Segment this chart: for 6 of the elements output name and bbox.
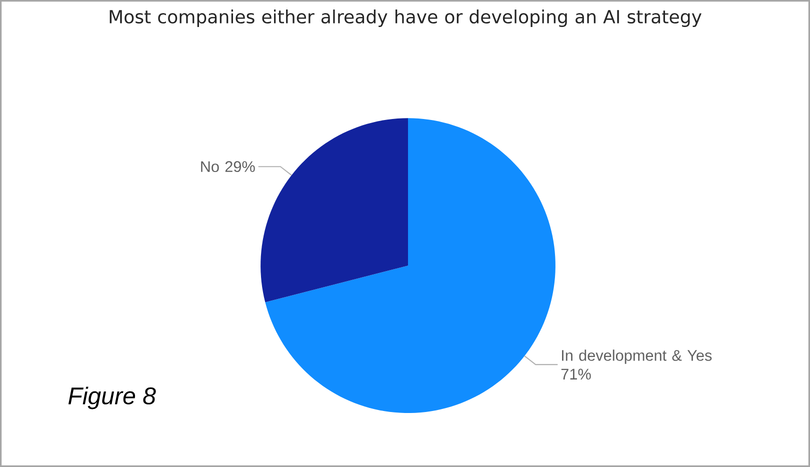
data-label: 29% <box>225 161 255 172</box>
slice-label: In development & Yes <box>562 350 712 364</box>
slice-label: No <box>201 161 219 172</box>
data-label: 71% <box>561 368 591 380</box>
chart-title: Most companies either already have or developing an AI strategy <box>110 10 702 28</box>
caption: Figure 8 <box>68 386 156 410</box>
